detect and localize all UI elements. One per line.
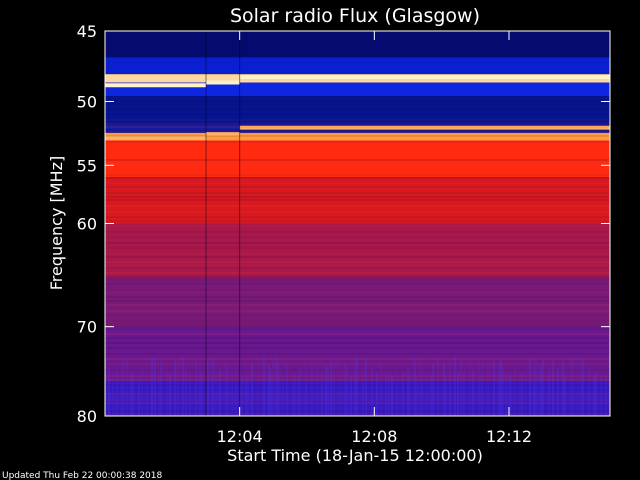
emission-line <box>239 74 610 79</box>
y-axis: 45 50 55 60 70 80 <box>77 22 610 426</box>
x-tick-label: 12:04 <box>217 427 263 446</box>
emission-line <box>206 80 240 85</box>
y-axis-label: Frequency [MHz] <box>47 156 66 290</box>
spectrogram-band <box>105 223 610 278</box>
x-axis-label: Start Time (18-Jan-15 12:00:00) <box>227 446 483 465</box>
y-tick-label: 55 <box>77 156 97 175</box>
spectrogram-band <box>105 277 610 327</box>
chart-title: Solar radio Flux (Glasgow) <box>230 5 480 27</box>
emission-line <box>105 83 206 88</box>
spectrogram-band <box>105 381 610 416</box>
spectrogram-band <box>105 82 610 97</box>
emission-line <box>105 135 206 140</box>
spectrogram-band <box>105 177 610 224</box>
spectrogram-texture <box>105 31 610 416</box>
spectrogram-band <box>105 132 610 141</box>
emission-line <box>206 132 240 137</box>
y-tick-label: 60 <box>77 215 97 234</box>
spectrogram-band <box>105 31 610 58</box>
spectrogram-band <box>105 326 610 382</box>
x-tick-label: 12:08 <box>351 427 397 446</box>
emission-line <box>239 125 610 130</box>
x-tick-label: 12:12 <box>486 427 532 446</box>
y-tick-label: 45 <box>77 22 97 41</box>
spectrogram-band <box>105 140 610 178</box>
y-tick-label: 50 <box>77 93 97 112</box>
updated-footer: Updated Thu Feb 22 00:00:38 2018 <box>2 471 163 480</box>
x-axis: 12:04 12:08 12:12 <box>217 31 532 446</box>
y-tick-label: 70 <box>77 318 97 337</box>
spectrogram-plot-area <box>105 31 610 416</box>
spectrogram-band <box>105 57 610 75</box>
spectrogram-band <box>105 96 610 123</box>
y-tick-label: 80 <box>77 407 97 426</box>
